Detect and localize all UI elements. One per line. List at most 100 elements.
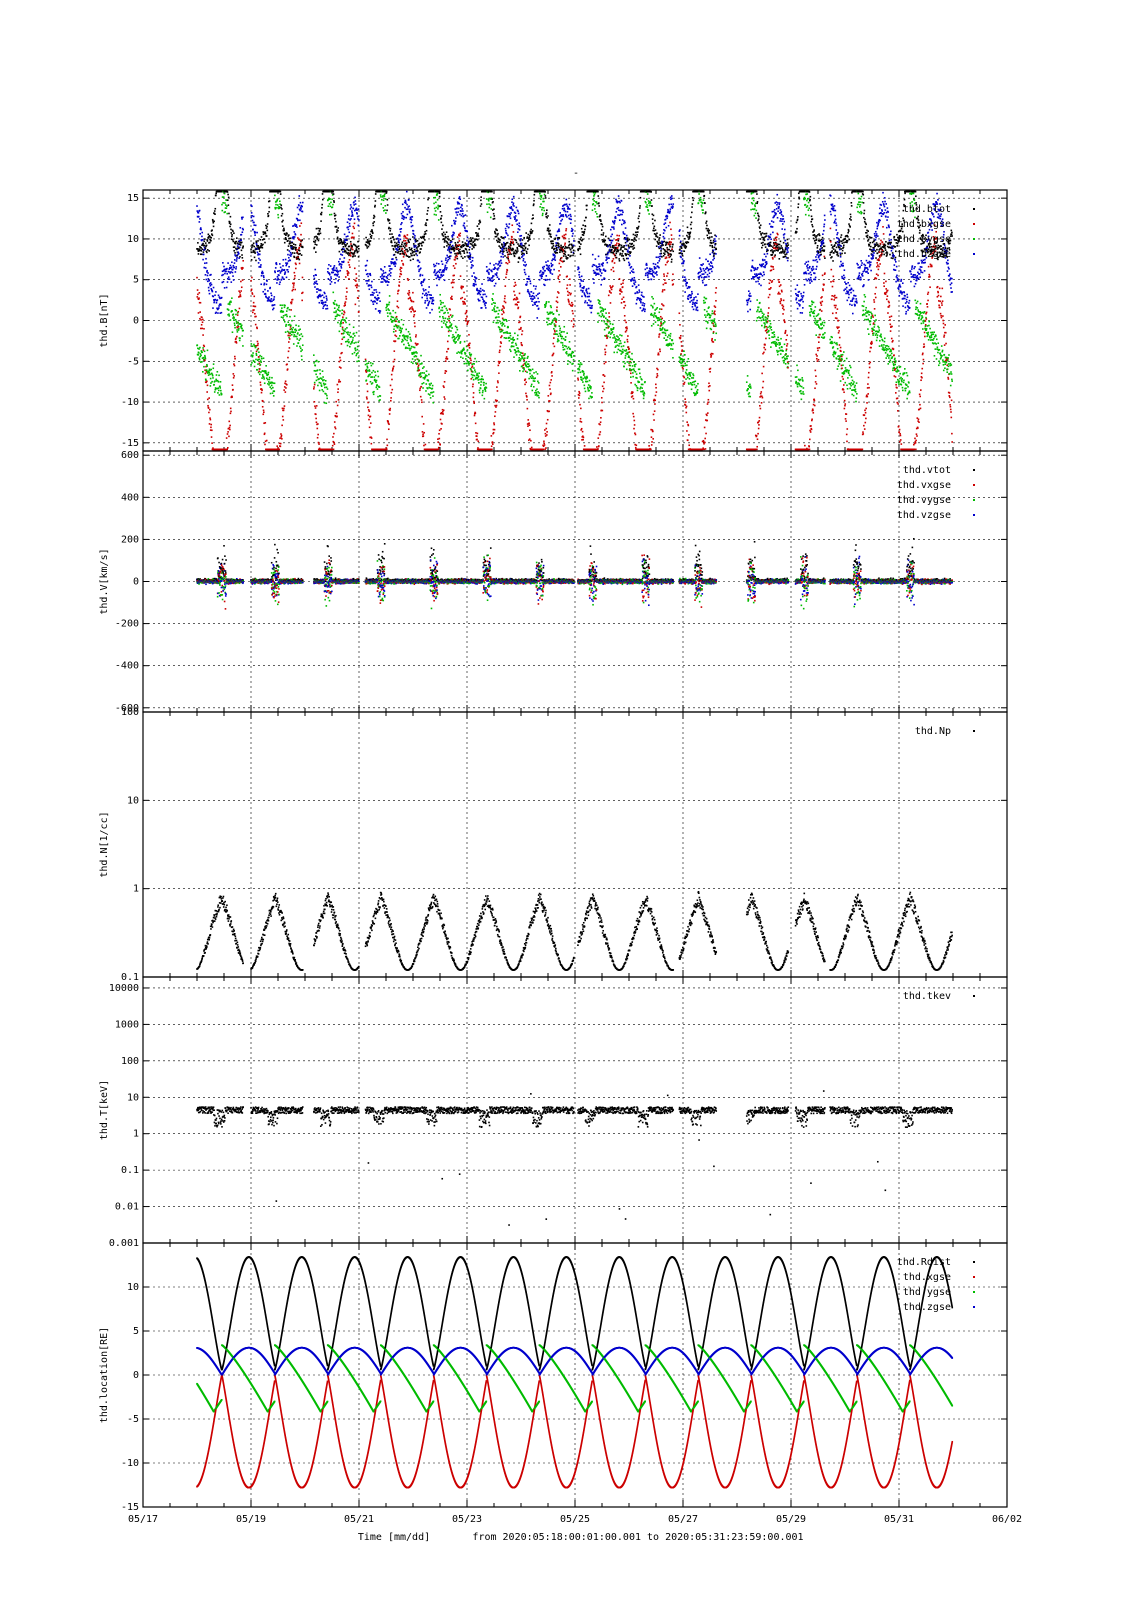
point-bxgse [492,431,495,434]
point-bzgse [528,292,530,295]
point-bygse [421,372,424,374]
point-btot [475,238,478,240]
point-bzgse [202,238,204,241]
point-bygse [205,369,208,371]
point-bxgse [200,323,203,326]
point-btot [242,245,244,248]
point-bygse [506,331,508,333]
point-bygse [511,338,514,340]
point-bxgse [451,295,453,298]
point-bygse [411,353,414,355]
point-bxgse [464,303,466,305]
point-btot [255,241,258,244]
point-bzgse [348,231,351,234]
point-btot [259,246,262,249]
point-btot [578,242,581,244]
point-bxgse [241,268,243,270]
point-bxgse [232,373,235,375]
point-bxgse [450,298,453,300]
point-bxgse [411,306,413,308]
point-bygse [366,365,369,368]
point-bxgse [476,448,479,451]
point-bzgse [480,307,483,309]
point-bzgse [217,294,220,297]
point-bzgse [287,253,289,256]
point-bygse [388,301,391,304]
point-bzgse [254,224,257,227]
point-bxgse [422,433,424,436]
point-bzgse [219,297,221,300]
point-bygse [454,337,456,340]
point-btot [453,246,455,249]
point-btot [530,228,532,231]
point-bzgse [503,245,506,248]
point-bygse [474,357,476,360]
point-bxgse [294,274,296,277]
point-bygse [225,199,228,202]
point-btot [470,240,472,243]
point-btot [393,253,396,256]
point-bzgse [367,272,369,275]
point-bzgse [230,281,233,283]
point-bzgse [482,298,484,301]
point-btot [289,237,292,240]
point-bxgse [544,435,547,437]
point-bzgse [528,278,531,280]
point-bzgse [476,293,479,295]
point-bygse [250,363,252,366]
point-bzgse [269,299,272,302]
point-btot [520,246,523,249]
point-bxgse [234,338,237,341]
point-bygse [340,320,342,323]
point-bxgse [407,292,409,295]
point-bxgse [441,408,444,411]
point-bzgse [372,294,374,296]
point-bygse [510,350,512,353]
point-bzgse [322,303,324,305]
point-bxgse [291,298,294,301]
point-btot [562,255,565,257]
point-bzgse [508,215,511,218]
point-bxgse [256,327,258,330]
point-bzgse [402,211,404,213]
point-bygse [497,321,499,324]
point-bzgse [206,280,209,283]
point-bzgse [208,279,211,282]
point-bygse [331,206,334,209]
point-bygse [559,329,561,332]
point-bxgse [286,368,289,370]
point-btot [496,239,498,242]
point-btot [498,241,501,244]
point-bygse [238,339,241,342]
point-bxgse [235,341,238,343]
point-bzgse [386,277,389,280]
point-bzgse [405,202,407,204]
point-btot [416,247,418,249]
point-btot [530,222,533,225]
point-bzgse [434,264,437,267]
point-btot [228,212,230,215]
point-bxgse [290,301,293,303]
point-bzgse [270,292,272,295]
point-bygse [457,351,460,353]
point-bygse [201,351,204,354]
point-bxgse [253,295,256,298]
point-bzgse [378,297,380,300]
point-btot [492,200,494,203]
point-btot [200,250,203,252]
point-bzgse [199,218,201,220]
point-btot [579,253,582,256]
point-btot [345,252,348,254]
point-bxgse [462,303,465,305]
point-bzgse [471,264,473,266]
point-btot [227,204,230,206]
point-bxgse [342,321,344,324]
point-bzgse [355,207,358,210]
point-btot [580,243,582,245]
point-bxgse [289,334,291,337]
point-bzgse [532,304,534,306]
point-bxgse [528,424,531,426]
point-bzgse [453,221,456,224]
point-btot [397,243,400,246]
point-btot [231,238,234,241]
